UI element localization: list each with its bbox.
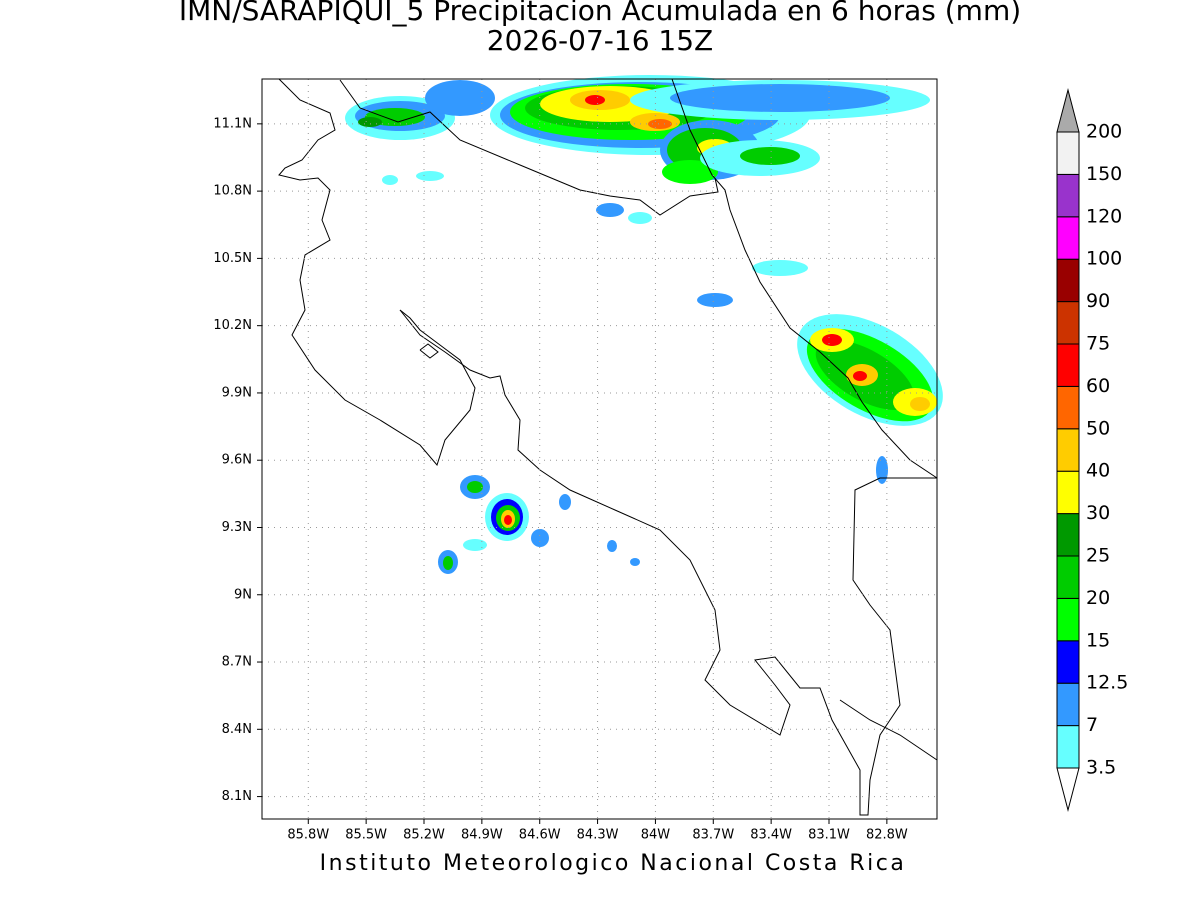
footer: Instituto Meteorologico Nacional Costa R… [320, 851, 907, 876]
colorbar-segment [1056, 385, 1080, 430]
title: IMN/SARAPIQUI_5 Precipitacion Acumulada … [179, 0, 1021, 27]
x-tick-label: 83.7W [692, 828, 734, 843]
colorbar-segment [1056, 640, 1080, 684]
precipitation-field [345, 75, 943, 574]
colorbar-label: 60 [1086, 375, 1110, 397]
colorbar-label: 90 [1086, 290, 1110, 312]
y-tick-label: 9.6N [222, 453, 252, 468]
colorbar-label: 7 [1086, 714, 1098, 736]
colorbar-label: 15 [1086, 629, 1110, 651]
colorbar-segment [1056, 555, 1080, 599]
colorbar-label: 3.5 [1086, 757, 1116, 779]
y-tick-label: 10.2N [213, 318, 252, 333]
y-tick-label: 8.7N [222, 655, 252, 670]
colorbar-segment [1056, 216, 1080, 260]
coastline [278, 78, 938, 816]
y-tick-label: 11.1N [213, 116, 252, 131]
y-tick-label: 8.1N [222, 789, 252, 804]
x-tick-label: 82.8W [866, 828, 908, 843]
colorbar-label: 40 [1086, 460, 1110, 482]
colorbar-segment [1056, 597, 1080, 642]
colorbar-segment [1056, 258, 1080, 303]
x-tick-label: 84.3W [577, 828, 619, 843]
map-frame [261, 78, 938, 820]
y-tick-label: 9N [234, 587, 252, 602]
colorbar-segment [1056, 682, 1080, 727]
colorbar-label: 25 [1086, 545, 1110, 567]
colorbar-over [1056, 88, 1080, 133]
colorbar-label: 75 [1086, 333, 1110, 355]
colorbar-segment [1056, 301, 1080, 345]
colorbar-segment [1056, 343, 1080, 387]
colorbar-label: 12.5 [1086, 672, 1128, 694]
x-tick-label: 85.2W [403, 828, 445, 843]
colorbar-label: 100 [1086, 248, 1122, 270]
colorbar-label: 20 [1086, 587, 1110, 609]
colorbar-label: 120 [1086, 205, 1122, 227]
x-tick-label: 84.9W [461, 828, 503, 843]
y-tick-label: 10.8N [213, 184, 252, 199]
colorbar-label: 150 [1086, 163, 1122, 185]
y-tick-label: 9.9N [222, 385, 252, 400]
colorbar-segment [1056, 131, 1080, 175]
colorbar-segment [1056, 725, 1080, 769]
y-tick-label: 10.5N [213, 251, 252, 266]
x-tick-label: 85.5W [345, 828, 387, 843]
x-tick-label: 84.6W [519, 828, 561, 843]
colorbar-label: 30 [1086, 502, 1110, 524]
colorbar-label: 200 [1086, 121, 1122, 143]
x-tick-label: 83.4W [750, 828, 792, 843]
colorbar-label: 50 [1086, 417, 1110, 439]
colorbar-segment [1056, 470, 1080, 515]
colorbar-under [1056, 767, 1080, 812]
y-tick-label: 8.4N [222, 722, 252, 737]
colorbar-segment [1056, 513, 1080, 557]
colorbar-segment [1056, 173, 1080, 218]
subtitle: 2026-07-16 15Z [487, 24, 713, 57]
colorbar-segment [1056, 428, 1080, 472]
x-tick-label: 85.8W [287, 828, 329, 843]
x-tick-label: 84W [641, 828, 671, 843]
y-tick-label: 9.3N [222, 520, 252, 535]
x-tick-label: 83.1W [808, 828, 850, 843]
